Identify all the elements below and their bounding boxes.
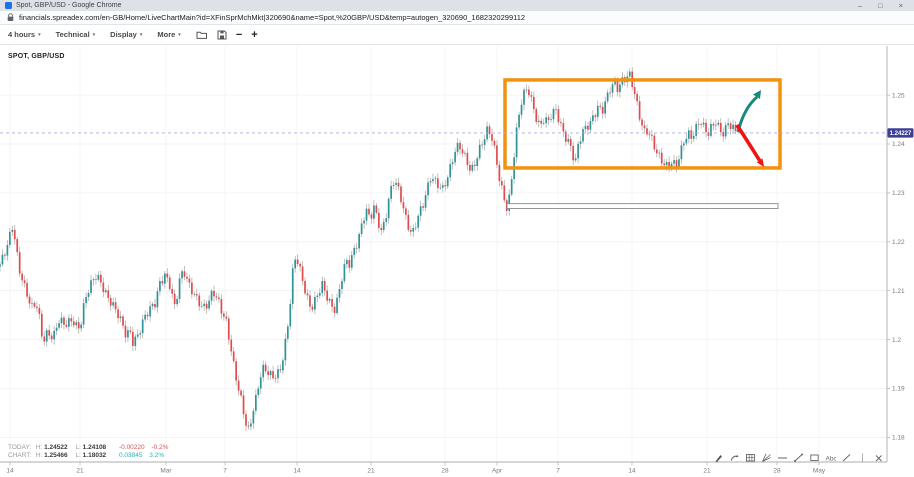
clear-icon[interactable] — [873, 452, 884, 463]
chart-change-pct: 3.2% — [149, 452, 165, 459]
svg-text:1.21: 1.21 — [892, 288, 905, 295]
gridlines — [0, 46, 887, 462]
pen-icon[interactable] — [713, 452, 724, 463]
minimize-button[interactable]: – — [857, 1, 863, 10]
today-stats-row: TODAY: H: 1.24522 L: 1.24108 -0.00220 -0… — [8, 444, 169, 451]
candles-group — [0, 66, 737, 431]
today-change-pct: -0.2% — [151, 444, 169, 451]
display-menu-label: Display — [110, 30, 137, 39]
chart-stats-row: CHART: H: 1.25466 L: 1.18032 0.03845 3.2… — [8, 452, 165, 459]
rectangle-icon[interactable] — [809, 452, 820, 463]
chevron-down-icon: ▾ — [38, 31, 41, 38]
close-button[interactable]: × — [898, 1, 903, 10]
timeframe-menu[interactable]: 4 hours ▾ — [8, 30, 41, 39]
svg-text:1.19: 1.19 — [892, 386, 905, 393]
chevron-down-icon: ▾ — [139, 31, 143, 38]
svg-text:1.18: 1.18 — [892, 435, 905, 442]
svg-text:Mar: Mar — [160, 468, 172, 475]
svg-text:14: 14 — [628, 468, 636, 475]
svg-text:1.25: 1.25 — [892, 92, 905, 99]
url-bar[interactable]: financials.spreadex.com/en-GB/Home/LiveC… — [0, 11, 914, 25]
diagonal-line-icon[interactable] — [841, 452, 852, 463]
x-axis-labels: 14 21 Mar 7 14 21 28 Apr 7 14 21 28 May — [6, 462, 826, 475]
horizontal-line-icon[interactable] — [777, 452, 788, 463]
axes — [0, 46, 888, 463]
up-arrow-annotation[interactable] — [736, 90, 761, 133]
support-bar-annotation[interactable] — [506, 203, 779, 209]
svg-text:May: May — [813, 468, 826, 475]
svg-text:1.23: 1.23 — [892, 190, 905, 197]
instrument-label: SPOT, GBP/USD — [8, 53, 65, 60]
svg-text:28: 28 — [773, 468, 781, 475]
trendline-icon[interactable] — [793, 452, 804, 463]
curved-arrow-icon[interactable] — [729, 452, 740, 463]
chart-high: 1.25466 — [44, 452, 68, 459]
zoom-out-icon[interactable]: − — [235, 28, 243, 41]
text-abc-icon[interactable]: Abc — [825, 452, 837, 463]
svg-text:21: 21 — [703, 468, 711, 475]
chart-stats: TODAY: H: 1.24522 L: 1.24108 -0.00220 -0… — [8, 444, 168, 460]
chevron-down-icon: ▾ — [178, 31, 181, 38]
open-folder-icon[interactable] — [196, 30, 208, 40]
svg-text:1.24: 1.24 — [892, 141, 905, 148]
grid-icon[interactable] — [745, 452, 756, 463]
more-menu-label: More — [157, 30, 176, 39]
consolidation-box-annotation[interactable] — [503, 78, 782, 170]
maximize-button[interactable]: □ — [878, 1, 883, 10]
title-bar: Spot, GBP/USD - Google Chrome – □ × — [0, 0, 914, 11]
timeframe-menu-label: 4 hours — [8, 30, 36, 39]
chart-low: 1.18032 — [82, 452, 107, 459]
chart-pane[interactable]: 1.25 1.24 1.23 1.22 1.21 1.2 1.19 1.18 14 21 Mar 7 1… — [0, 46, 914, 477]
draw-toolbar: Abc — [713, 452, 884, 463]
today-high: 1.24522 — [44, 444, 68, 451]
today-low: 1.24108 — [82, 444, 107, 451]
svg-text:7: 7 — [223, 468, 227, 475]
y-axis-labels: 1.25 1.24 1.23 1.22 1.21 1.2 1.19 1.18 — [887, 92, 905, 442]
svg-text:1.24227: 1.24227 — [890, 131, 912, 137]
chrome-app-icon — [5, 2, 12, 9]
technical-menu-label: Technical — [55, 30, 90, 39]
technical-menu[interactable]: Technical ▾ — [56, 30, 96, 39]
chart-toolbar: 4 hours ▾ Technical ▾ Display ▾ More ▾ −… — [0, 25, 914, 45]
svg-text:Abc: Abc — [826, 456, 837, 463]
separator-icon — [857, 452, 868, 463]
lock-icon — [7, 13, 14, 22]
display-menu[interactable]: Display ▾ — [110, 30, 142, 39]
svg-text:14: 14 — [6, 468, 14, 475]
today-label: TODAY: — [8, 444, 32, 451]
down-arrow-annotation[interactable] — [735, 124, 764, 167]
svg-text:21: 21 — [76, 468, 84, 475]
window-title: Spot, GBP/USD - Google Chrome — [16, 2, 122, 9]
fan-lines-icon[interactable] — [761, 452, 772, 463]
svg-text:28: 28 — [441, 468, 449, 475]
svg-text:14: 14 — [293, 468, 301, 475]
svg-text:7: 7 — [556, 468, 560, 475]
svg-text:1.22: 1.22 — [892, 239, 905, 246]
window-controls: – □ × — [858, 0, 909, 11]
chevron-down-icon: ▾ — [92, 31, 96, 38]
svg-text:Apr: Apr — [492, 468, 503, 475]
today-change: -0.00220 — [118, 444, 145, 451]
url-text[interactable]: financials.spreadex.com/en-GB/Home/LiveC… — [19, 13, 526, 22]
chart-change: 0.03845 — [118, 452, 143, 459]
more-menu[interactable]: More ▾ — [157, 30, 180, 39]
svg-text:1.2: 1.2 — [892, 337, 901, 344]
svg-text:21: 21 — [367, 468, 375, 475]
save-icon[interactable] — [217, 30, 227, 40]
zoom-in-icon[interactable]: + — [251, 28, 258, 41]
current-price-badge: 1.24227 — [887, 128, 914, 138]
chart-label: CHART: — [8, 452, 32, 459]
